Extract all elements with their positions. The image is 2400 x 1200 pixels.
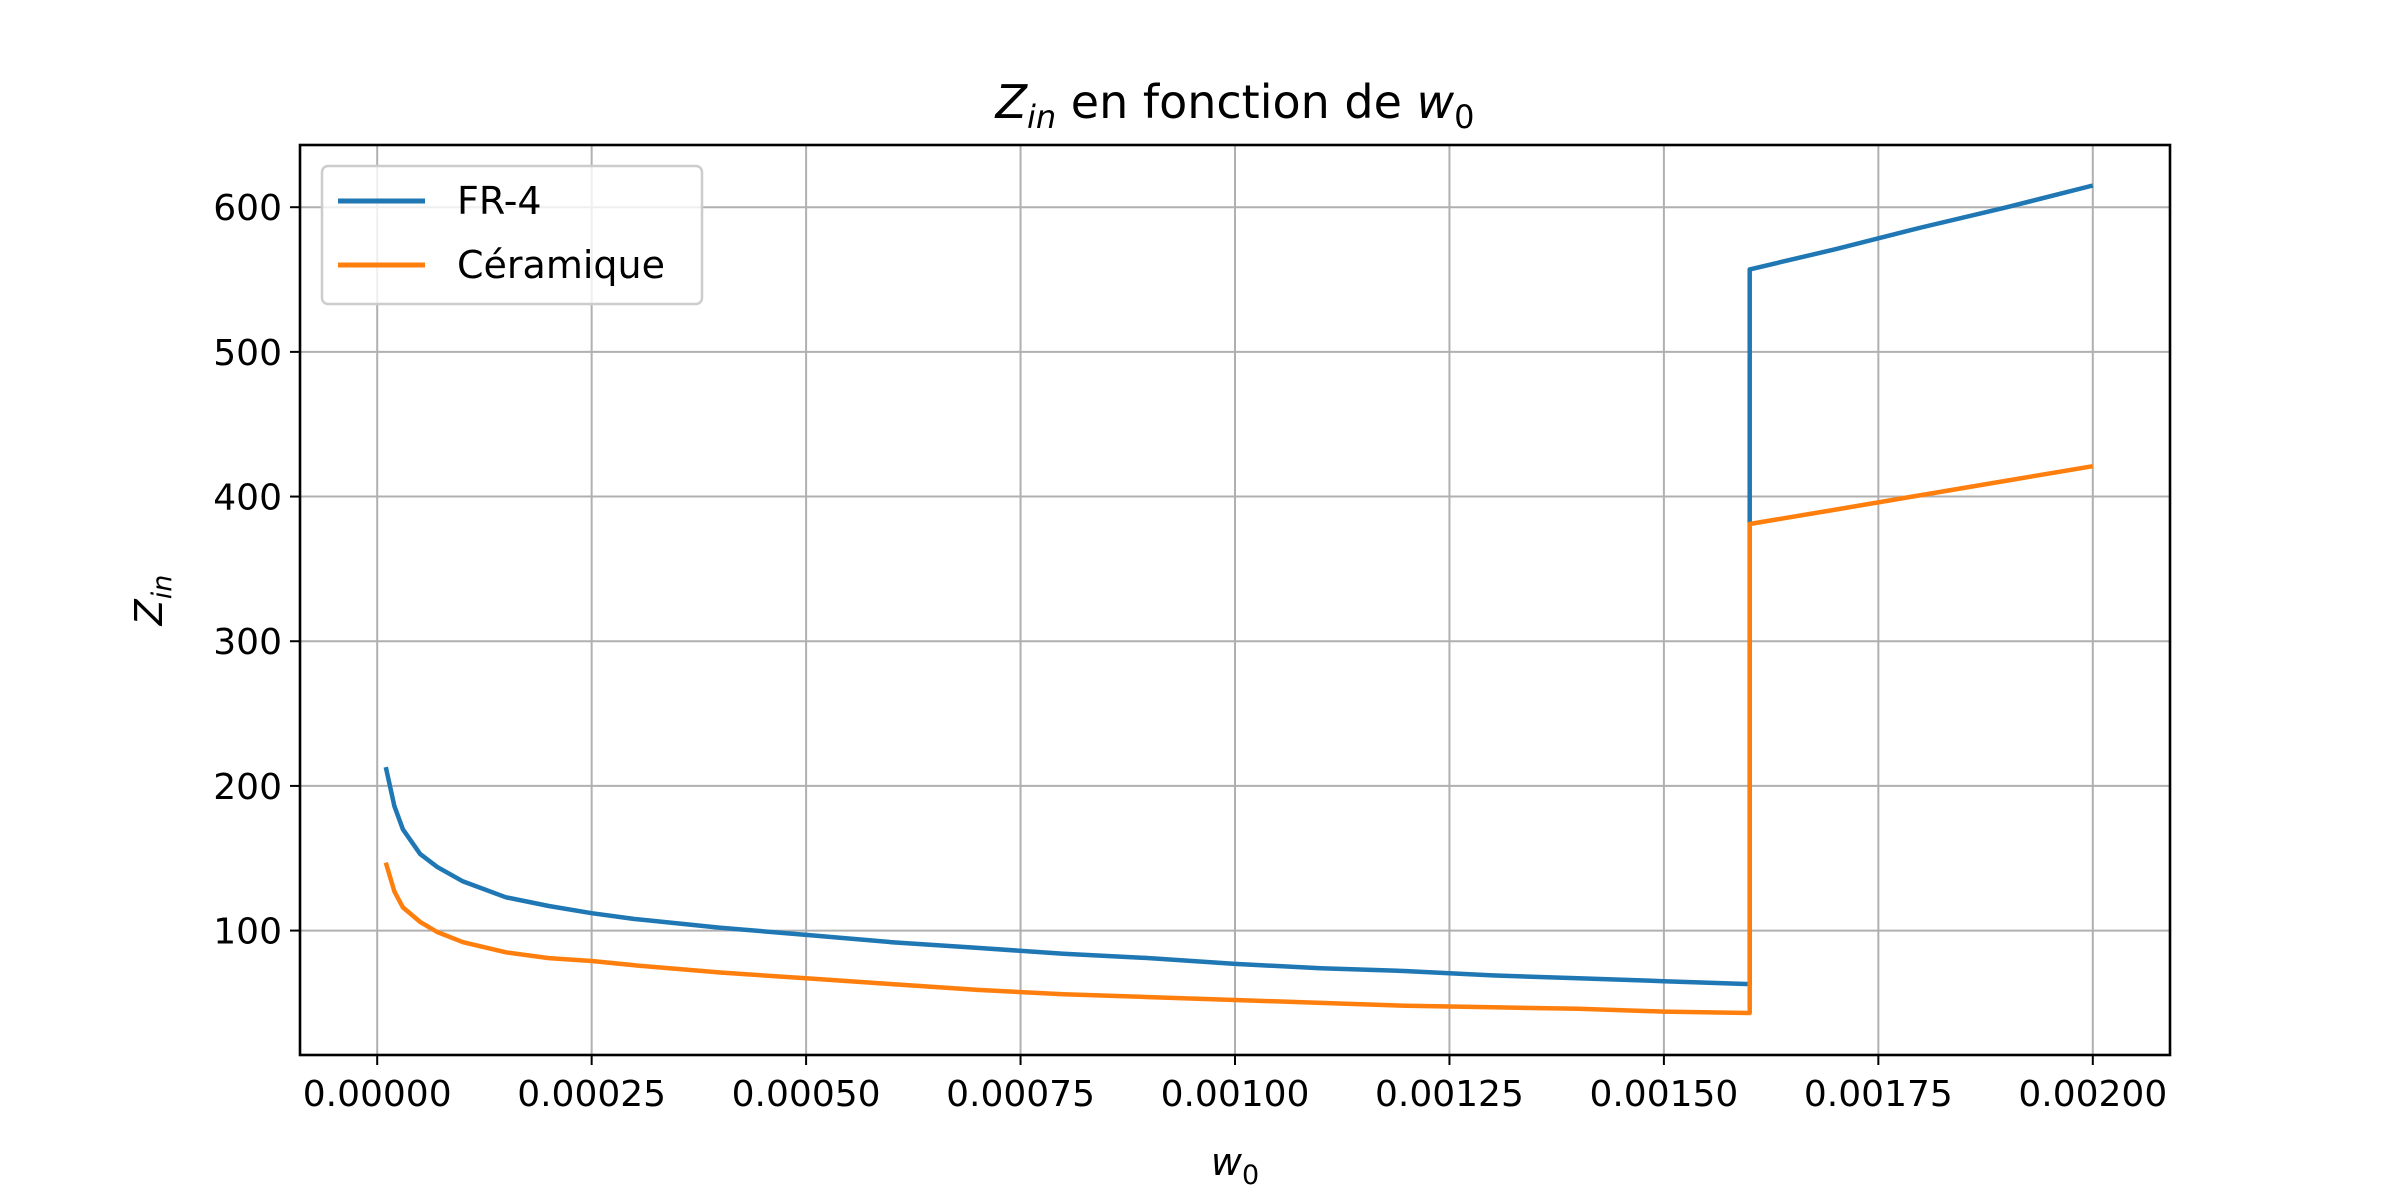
legend: FR-4 Céramique [320, 164, 704, 306]
y-axis: 100 200 300 400 500 600 [213, 188, 300, 953]
legend-label-fr4: FR-4 [457, 179, 542, 223]
y-axis-label: Zin [127, 575, 178, 627]
title-middle: en fonction de [1056, 75, 1416, 129]
y-axis-label-main: Z [127, 598, 171, 626]
y-axis-label-sub: in [147, 575, 178, 600]
title-w-sub: 0 [1454, 98, 1474, 136]
y-tick-label: 400 [213, 478, 282, 519]
x-tick-label: 0.00125 [1375, 1074, 1524, 1115]
series-line-ceramique [383, 463, 2094, 1016]
chart-title: Zin en fonction de w0 [993, 75, 1474, 136]
y-tick-label: 500 [213, 333, 282, 374]
x-tick-label: 0.00050 [732, 1074, 881, 1115]
x-tick-label: 0.00025 [517, 1074, 666, 1115]
legend-label-ceramique: Céramique [457, 243, 665, 287]
y-tick-label: 600 [213, 188, 282, 229]
x-tick-label: 0.00100 [1161, 1074, 1310, 1115]
y-tick-label: 300 [213, 622, 282, 663]
x-axis-label-main: w [1211, 1140, 1243, 1184]
x-tick-label: 0.00200 [2018, 1074, 2167, 1115]
y-tick-label: 100 [213, 912, 282, 953]
title-z: Z [993, 75, 1028, 129]
title-w: w [1417, 75, 1455, 129]
series-layer [383, 183, 2094, 1016]
x-axis-label: w0 [1211, 1140, 1259, 1191]
series-line-fr4 [383, 183, 2094, 987]
x-tick-label: 0.00075 [946, 1074, 1095, 1115]
title-z-sub: in [1027, 98, 1056, 136]
y-tick-label: 200 [213, 767, 282, 808]
x-axis: 0.00000 0.00025 0.00050 0.00075 0.00100 0.001… [303, 1055, 2167, 1115]
x-tick-label: 0.00000 [303, 1074, 452, 1115]
x-tick-label: 0.00150 [1589, 1074, 1738, 1115]
x-axis-label-sub: 0 [1242, 1160, 1259, 1191]
x-tick-label: 0.00175 [1804, 1074, 1953, 1115]
